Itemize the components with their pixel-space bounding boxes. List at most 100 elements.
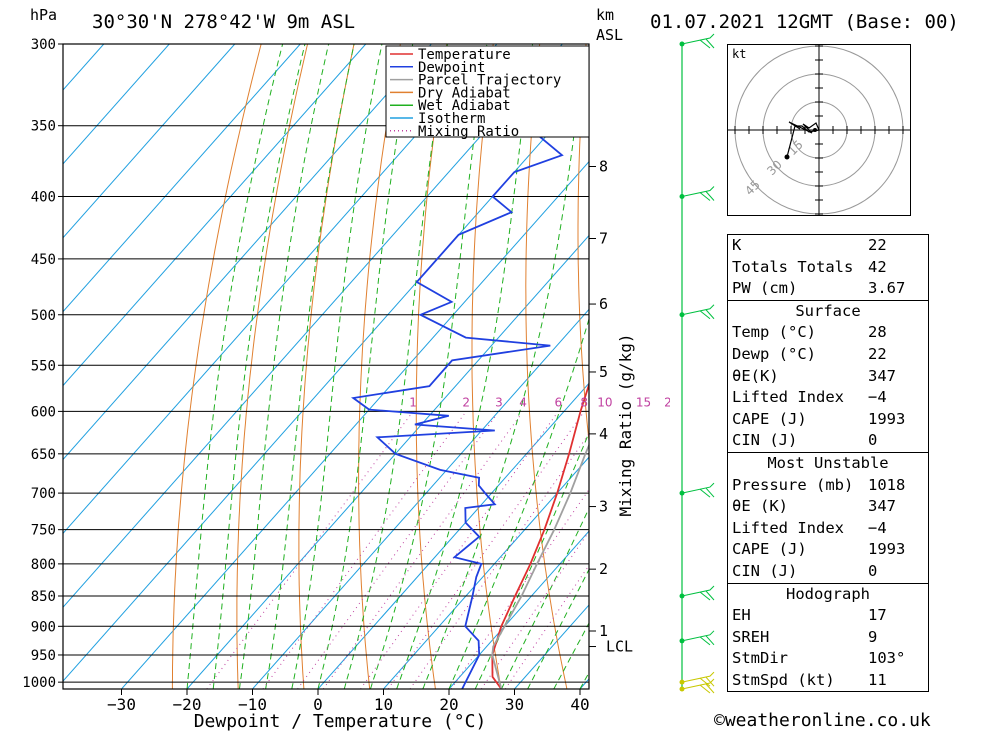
credit-link[interactable]: ©weatheronline.co.uk <box>714 710 931 731</box>
pressure-tick-label: 900 <box>31 619 56 635</box>
isotherm <box>317 382 589 689</box>
pressure-unit-label: hPa <box>30 6 58 24</box>
wind-barb <box>681 33 715 45</box>
isotherm <box>63 44 432 461</box>
x-tick-label: 30 <box>505 695 524 714</box>
hodograph-section: Hodograph EH 17 SREH 9 StmDir 103° StmSpd (… <box>728 582 928 692</box>
mixing-ratio-line <box>360 413 557 689</box>
hodograph-title: Hodograph <box>786 584 870 603</box>
pressure-tick-label: 700 <box>31 486 56 502</box>
mixing-ratio-line <box>322 413 522 689</box>
pressure-tick-label: 500 <box>31 308 56 324</box>
wind-barb <box>681 482 715 494</box>
wind-barb-flag <box>705 635 715 646</box>
plot-frame <box>62 43 590 690</box>
surface-row: Temp (°C) 28 <box>732 323 887 342</box>
surface-row: Dewp (°C) 22 <box>732 344 887 363</box>
most-unstable-title: Most Unstable <box>767 453 889 472</box>
isotherm <box>252 308 589 689</box>
isotherm <box>63 44 367 387</box>
wet-adiabat <box>500 507 589 689</box>
pressure-tick-label: 550 <box>31 358 56 374</box>
pressure-tick-label: 450 <box>31 252 56 268</box>
wind-barb-flag <box>699 310 711 320</box>
skewt-chart: 3003504004505005506006507007508008509009… <box>22 37 671 732</box>
hodograph-unit: kt <box>732 47 746 61</box>
wet-adiabat <box>369 44 488 689</box>
index-row-totals: Totals Totals 42 <box>732 257 887 276</box>
wet-adiabat <box>396 44 534 689</box>
dry-adiabat <box>298 44 355 689</box>
height-tick-label: 5 <box>599 363 608 381</box>
wind-barb-flag <box>705 309 715 320</box>
dry-adiabat <box>171 44 262 689</box>
height-tick-label: 2 <box>599 560 608 578</box>
mixing-ratio-label: 4 <box>519 395 527 409</box>
hodograph-trace <box>786 121 820 158</box>
series-dewpoint <box>351 50 589 689</box>
isotherm <box>186 234 589 689</box>
x-tick-label: 10 <box>374 695 393 714</box>
most-unstable-row: θE (K) 347 <box>732 497 896 516</box>
wind-barb <box>681 630 715 642</box>
mixing-ratio-label: 6 <box>555 395 563 409</box>
wet-adiabat <box>212 44 306 689</box>
wind-barb-flag <box>699 192 711 201</box>
height-tick-label: 1 <box>599 622 608 640</box>
surface-row: CAPE (J) 1993 <box>732 409 906 428</box>
wind-barb <box>681 585 715 597</box>
wind-barb-flag <box>705 676 715 687</box>
mixing-ratio-line <box>262 413 465 689</box>
x-tick-label: −10 <box>238 695 267 714</box>
x-tick-label: −20 <box>173 695 202 714</box>
x-tick-label: 20 <box>439 695 458 714</box>
height-tick-label: 3 <box>599 498 608 516</box>
pressure-tick-label: 350 <box>31 119 56 135</box>
wind-barb-flag <box>699 677 711 687</box>
wind-barb <box>681 671 715 683</box>
x-tick-label: −30 <box>107 695 136 714</box>
mixing-ratio-label: 1 <box>409 395 417 409</box>
most-unstable-row: CAPE (J) 1993 <box>732 540 906 559</box>
wet-adiabat <box>343 44 448 689</box>
height-tick-label: 4 <box>599 425 608 443</box>
isotherm <box>63 44 563 608</box>
series-parcel-trajectory <box>491 443 589 689</box>
mixing-ratio-label: 2 <box>462 395 470 409</box>
mixing-ratio-line <box>504 564 589 689</box>
legend-entry: Temperature <box>418 47 511 63</box>
hodograph-row: StmDir 103° <box>732 649 906 668</box>
mixing-ratio-label: 8 <box>580 395 588 409</box>
mixing-ratio-axis-title: Mixing Ratio (g/kg) <box>616 333 635 516</box>
wind-barb-flag <box>699 684 711 694</box>
pressure-tick-label: 750 <box>31 523 56 539</box>
height-tick-label: 6 <box>599 295 608 313</box>
wind-barb <box>681 678 715 690</box>
dry-adiabat <box>415 44 448 689</box>
wind-barb-flag <box>699 636 711 646</box>
mixing-ratio-label: 15 <box>636 395 651 409</box>
legend-entry: Mixing Ratio <box>418 124 519 140</box>
wind-barb-flag <box>705 590 715 601</box>
isotherm <box>646 44 671 689</box>
mixing-ratio-label: 3 <box>495 395 503 409</box>
wet-adiabat <box>422 44 587 689</box>
legend-box <box>385 45 590 138</box>
pressure-tick-label: 650 <box>31 447 56 463</box>
wind-barb <box>681 186 715 197</box>
pressure-tick-label: 800 <box>31 557 56 573</box>
mixing-ratio-label: 20 <box>664 395 670 409</box>
isotherm <box>63 87 589 682</box>
mixing-ratio-line <box>387 413 583 689</box>
surface-row: Lifted Index −4 <box>732 388 887 407</box>
most-unstable-row: Pressure (mb) 1018 <box>732 475 906 494</box>
dry-adiabat <box>236 44 309 689</box>
wet-adiabat <box>291 44 383 689</box>
mixing-ratio-label: 10 <box>597 395 612 409</box>
wet-adiabat <box>238 44 330 689</box>
wind-barb-flag <box>699 39 711 49</box>
mixing-ratio-line <box>480 530 589 689</box>
isotherm <box>448 530 589 689</box>
wet-adiabat <box>186 44 284 689</box>
wet-adiabat <box>317 44 414 689</box>
